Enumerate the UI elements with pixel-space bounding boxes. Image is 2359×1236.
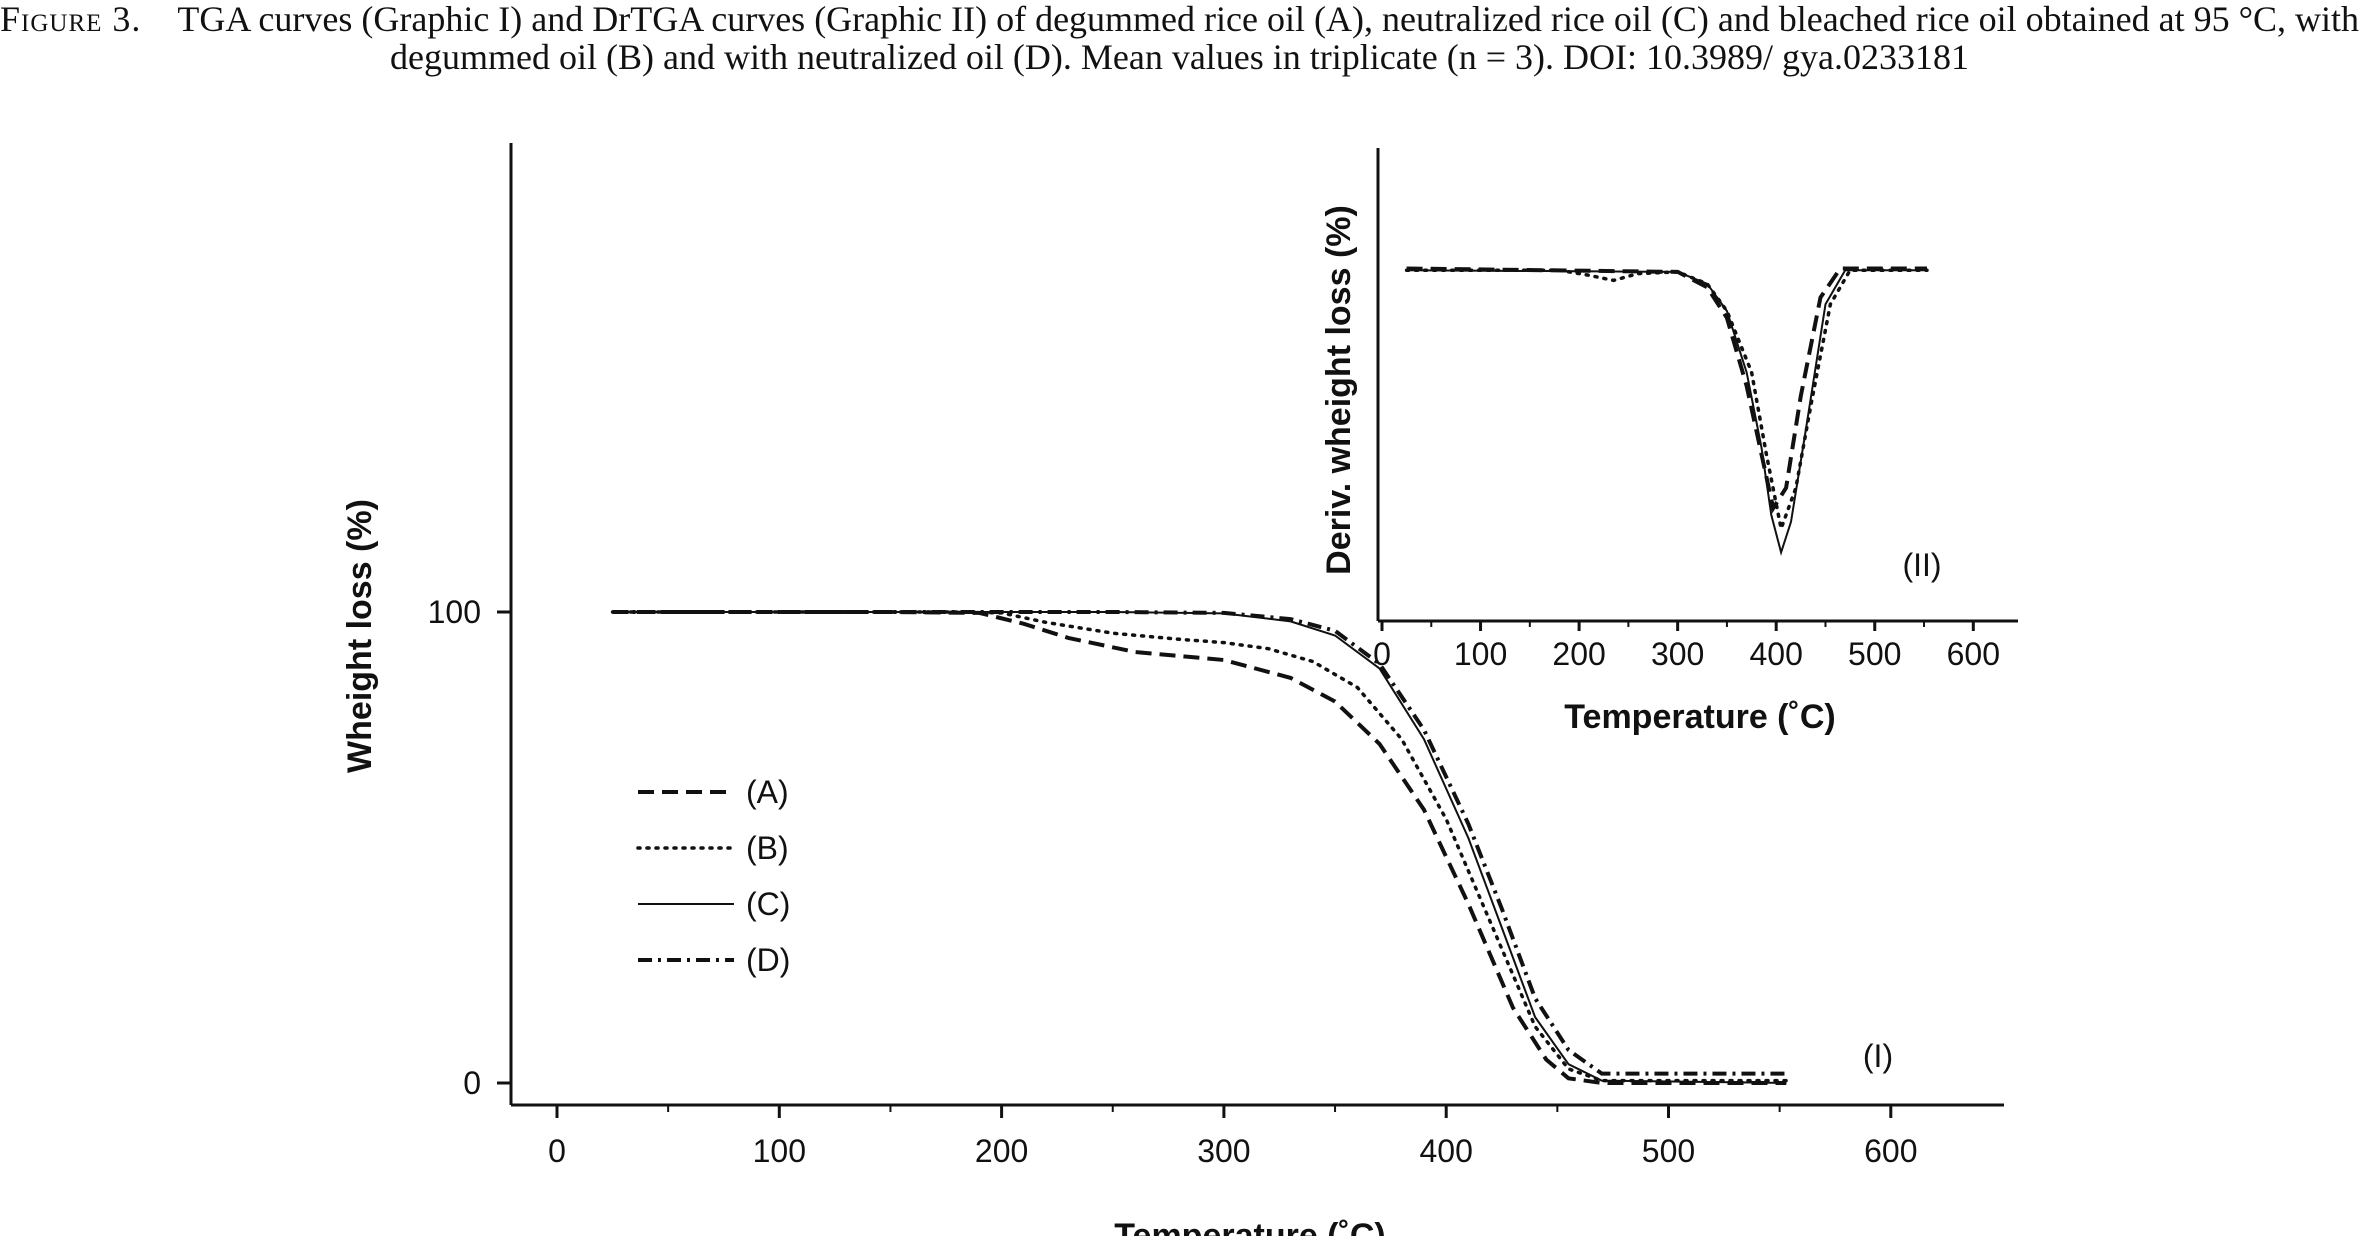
figure-caption: Figure 3. TGA curves (Graphic I) and DrT… [0,0,2359,76]
main-y-tick-label: 0 [463,1065,481,1101]
inset-x-tick-label: 0 [1373,636,1391,672]
main-y-ticks: 0 100 [428,594,511,1101]
main-panel-label: (I) [1863,1038,1893,1074]
main-x-tick-label: 100 [753,1133,806,1169]
caption-lead: Figure 3. [0,0,142,39]
main-x-tick-label: 300 [1197,1133,1250,1169]
series-line-b [610,610,1789,1083]
inset-series-line-1 [1406,269,1927,556]
inset-x-axis-label: Temperature (˚C) [1564,698,1835,736]
main-x-tick-label: 200 [975,1133,1028,1169]
inset-y-axis-label: Deriv. wheight loss (%) [1320,205,1358,575]
inset-series-line-3 [1406,266,1927,514]
inset-x-ticks: 0 100 200 300 400 500 600 [1373,621,2000,672]
inset-x-tick-label: 100 [1454,636,1507,672]
main-series-group [610,610,1789,1085]
main-x-tick-label: 0 [548,1133,566,1169]
drtga-inset-plot: 0 100 200 300 400 500 600 Temperature (˚C) Der… [1320,148,2018,736]
legend-label: (C) [746,886,790,922]
legend-label: (B) [746,830,789,866]
series-line-a [612,610,1787,1085]
inset-panel-label: (II) [1902,547,1941,583]
tga-main-plot: 0 100 200 300 400 500 600 0 100 Temperature (˚C… [341,143,2004,1236]
inset-series-group [1404,266,1929,556]
main-legend: (A) (B) (C) (D) [636,774,790,978]
main-x-tick-label: 500 [1642,1133,1695,1169]
inset-series-line-2 [1404,268,1929,536]
inset-x-tick-label: 300 [1651,636,1704,672]
legend-label: (D) [746,942,790,978]
main-x-tick-label: 400 [1420,1133,1473,1169]
series-line-d [612,610,1787,1076]
inset-x-tick-label: 200 [1552,636,1605,672]
inset-x-tick-label: 600 [1947,636,2000,672]
legend-label: (A) [746,774,789,810]
inset-x-tick-label: 400 [1750,636,1803,672]
caption-text: TGA curves (Graphic I) and DrTGA curves … [177,0,2359,77]
main-x-ticks: 0 100 200 300 400 500 600 [548,1105,1917,1169]
main-x-axis-label: Temperature (˚C) [1114,1217,1385,1236]
inset-x-tick-label: 500 [1848,636,1901,672]
main-x-tick-label: 600 [1864,1133,1917,1169]
main-y-axis-label: Wheight loss (%) [341,499,379,773]
main-y-tick-label: 100 [428,594,481,630]
